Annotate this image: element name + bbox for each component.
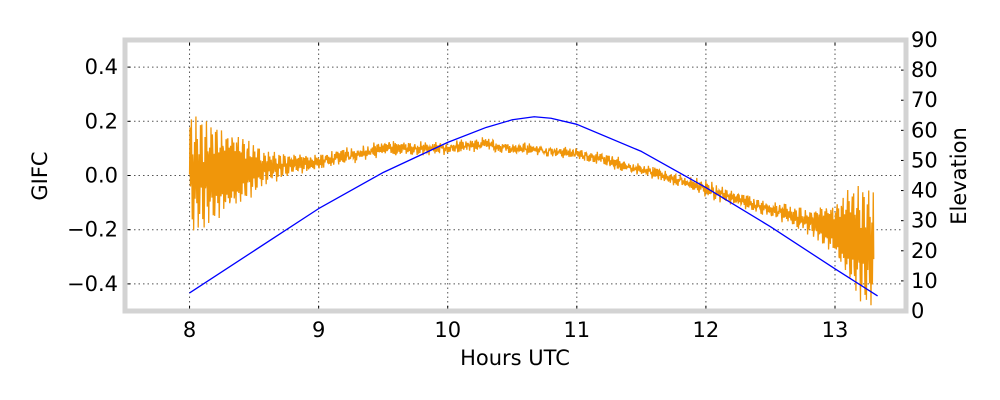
x-tick-label: 13 <box>822 318 849 342</box>
x-tick-label: 10 <box>434 318 461 342</box>
series-layer <box>188 116 878 306</box>
y2-tick-label: 10 <box>911 269 938 293</box>
y2-tick-label: 50 <box>911 148 938 172</box>
y-tick-label: −0.4 <box>67 272 118 296</box>
x-tick-label: 9 <box>312 318 325 342</box>
y2-axis-title: Elevation <box>947 127 971 225</box>
elevation-series-line <box>189 116 878 297</box>
y-tick-label: −0.2 <box>67 218 118 242</box>
y2-tick-label: 90 <box>911 28 938 52</box>
x-tick-label: 12 <box>693 318 720 342</box>
y2-tick-label: 40 <box>911 179 938 203</box>
tick-labels: 8 9 10 11 12 13 0.4 0.2 0.0 −0.2 −0.4 90 80 70 60 50 40 3… <box>67 28 938 342</box>
x-axis-title: Hours UTC <box>460 346 570 370</box>
y-axis-title: GIFC <box>28 151 52 200</box>
y2-tick-label: 30 <box>911 209 938 233</box>
y2-tick-label: 0 <box>911 299 924 323</box>
y-tick-label: 0.0 <box>85 164 118 188</box>
y2-tick-label: 20 <box>911 239 938 263</box>
y2-tick-label: 70 <box>911 88 938 112</box>
y-tick-label: 0.4 <box>85 55 118 79</box>
y2-tick-label: 80 <box>911 58 938 82</box>
x-tick-label: 11 <box>563 318 590 342</box>
grid <box>125 40 906 311</box>
y2-tick-label: 60 <box>911 118 938 142</box>
y-tick-label: 0.2 <box>85 109 118 133</box>
x-tick-label: 8 <box>183 318 196 342</box>
plot-frame <box>122 37 909 314</box>
gifc-series-line <box>188 116 875 306</box>
